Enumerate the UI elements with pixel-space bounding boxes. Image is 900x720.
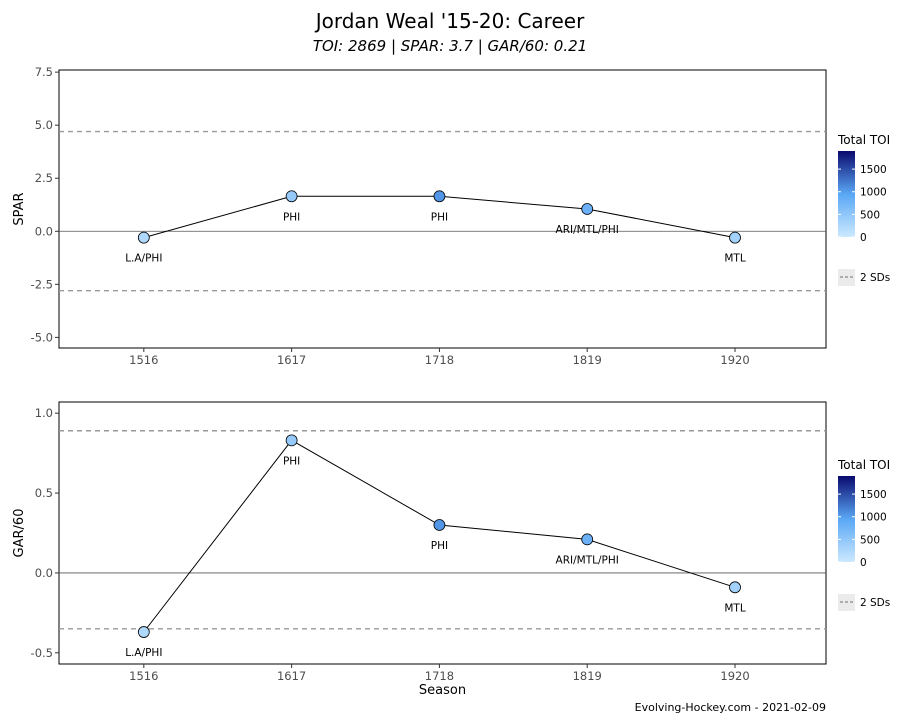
x-tick-label: 1617 [277, 669, 306, 683]
point-label: MTL [724, 602, 745, 614]
legend-tick-label: 1500 [860, 489, 887, 501]
plot-area [58, 69, 827, 349]
point-label: ARI/MTL/PHI [556, 224, 619, 236]
data-point [581, 533, 594, 546]
point-label: L.A/PHI [125, 647, 162, 659]
legend-tick-label: 1000 [860, 187, 887, 199]
data-point [433, 519, 446, 531]
legend-colorbar [838, 476, 855, 562]
y-tick-label: 1.0 [35, 406, 53, 420]
data-point [581, 203, 594, 215]
x-tick-label: 1516 [129, 669, 158, 683]
panels: -5.0 -2.5 0.0 2.5 5.0 7.5 1516 1617 1718 1819 1920… [12, 65, 890, 698]
legend-title: Total TOI [837, 458, 890, 472]
legend-tick-label: 500 [860, 209, 880, 221]
legend-title: Total TOI [837, 133, 890, 147]
chart-title: Jordan Weal '15-20: Career [314, 9, 585, 33]
data-point [285, 434, 298, 447]
x-tick-label: 1920 [720, 669, 749, 683]
y-tick-label: 0.0 [35, 224, 53, 238]
legend: Total TOI 0 500 1000 1500 2 SDs [837, 133, 890, 286]
legend-sd-label: 2 SDs [860, 272, 890, 284]
legend-tick-label: 500 [860, 534, 880, 546]
legend-tick-label: 1000 [860, 512, 887, 524]
data-point [729, 581, 741, 594]
point-label: PHI [431, 540, 448, 552]
y-tick-label: -5.0 [31, 330, 53, 344]
y-axis-title: GAR/60 [12, 509, 27, 558]
data-point [137, 626, 150, 638]
y-axis-title: SPAR [12, 192, 27, 225]
point-label: PHI [431, 211, 448, 223]
legend-tick-label: 0 [860, 557, 867, 569]
x-tick-label: 1718 [425, 669, 454, 683]
x-tick-label: 1920 [720, 353, 749, 367]
point-label: PHI [283, 211, 300, 223]
point-label: MTL [724, 253, 745, 265]
point-label: PHI [283, 455, 300, 467]
x-tick-label: 1516 [129, 353, 158, 367]
legend-colorbar [838, 151, 855, 237]
plot-area [58, 401, 827, 665]
legend-sd-label: 2 SDs [860, 597, 890, 609]
x-tick-label: 1819 [573, 353, 602, 367]
data-point [729, 231, 741, 244]
legend-tick-label: 1500 [860, 164, 887, 176]
y-tick-label: 2.5 [35, 171, 53, 185]
point-label: L.A/PHI [125, 253, 162, 265]
data-point [137, 231, 150, 244]
y-tick-label: -2.5 [31, 277, 53, 291]
panel-1: -5.0 -2.5 0.0 2.5 5.0 7.5 1516 1617 1718 1819 1920… [12, 65, 890, 367]
panel-2: -0.5 0.0 0.5 1.0 1516 1617 1718 1819 1920 GAR/60 S… [12, 401, 890, 698]
y-tick-label: 5.0 [35, 118, 53, 132]
point-label: ARI/MTL/PHI [556, 554, 619, 566]
legend-tick-label: 0 [860, 232, 867, 244]
x-tick-label: 1718 [425, 353, 454, 367]
chart-subtitle: TOI: 2869 | SPAR: 3.7 | GAR/60: 0.21 [313, 37, 587, 55]
x-axis-title: Season [419, 683, 466, 698]
y-tick-label: 0.5 [35, 486, 53, 500]
y-tick-label: 7.5 [35, 65, 53, 79]
chart-caption: Evolving-Hockey.com - 2021-02-09 [635, 701, 826, 714]
y-tick-label: -0.5 [31, 646, 53, 660]
data-point [433, 190, 446, 203]
x-tick-label: 1617 [277, 353, 306, 367]
data-point [285, 190, 298, 203]
legend: Total TOI 0 500 1000 1500 2 SDs [837, 458, 890, 611]
y-tick-label: 0.0 [35, 566, 53, 580]
x-tick-label: 1819 [573, 669, 602, 683]
